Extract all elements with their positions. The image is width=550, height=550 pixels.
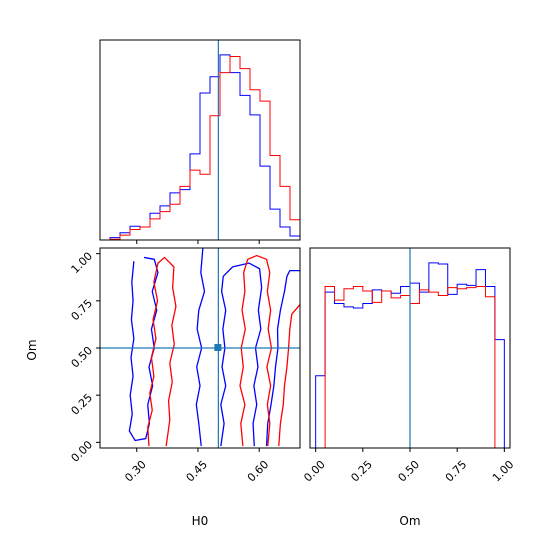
contour-blue-3 xyxy=(265,269,300,447)
truth-marker xyxy=(214,344,222,351)
contour-red-5 xyxy=(239,254,273,447)
om-x-tick-label-2: 0.50 xyxy=(396,458,423,485)
joint-y-tick-label-3: 0.75 xyxy=(69,297,96,324)
joint-y-tick-label-4: 1.00 xyxy=(69,250,96,277)
x-axis-label-left: H0 xyxy=(192,514,209,528)
joint-y-tick-label-2: 0.50 xyxy=(69,344,96,371)
contour-red-6 xyxy=(278,304,300,447)
joint-x-tick-label-0: 0.30 xyxy=(122,458,149,485)
contour-blue-1 xyxy=(195,248,206,447)
joint-y-tick-label-1: 0.25 xyxy=(69,391,96,418)
om-x-tick-label-0: 0.00 xyxy=(301,458,328,485)
contour-blue-0 xyxy=(128,256,159,442)
h0-hist-series-blue xyxy=(100,54,301,241)
om-x-tick-label-1: 0.25 xyxy=(348,458,375,485)
joint-x-tick-label-2: 0.60 xyxy=(245,458,272,485)
joint-y-tick-label-0: 0.00 xyxy=(69,438,96,465)
joint-x-tick-label-1: 0.45 xyxy=(184,458,211,485)
y-axis-label-left: Om xyxy=(25,339,39,360)
om-histogram-panel: 0.00 0.25 0.50 0.75 1.00 xyxy=(301,247,517,485)
x-axis-label-right: Om xyxy=(399,514,420,528)
om-x-tick-label-4: 1.00 xyxy=(490,458,517,485)
h0-histogram-panel xyxy=(99,39,301,244)
contour-red-4 xyxy=(147,256,177,447)
joint-contour-panel: 0.30 0.45 0.60 0.00 0.25 0.50 0.75 1.00 xyxy=(69,247,301,485)
om-x-tick-label-3: 0.75 xyxy=(443,458,470,485)
contour-blue-2 xyxy=(220,262,263,447)
h0-hist-series-red xyxy=(100,55,301,241)
joint-contours xyxy=(128,248,300,447)
h0-hist-frame xyxy=(99,39,301,241)
